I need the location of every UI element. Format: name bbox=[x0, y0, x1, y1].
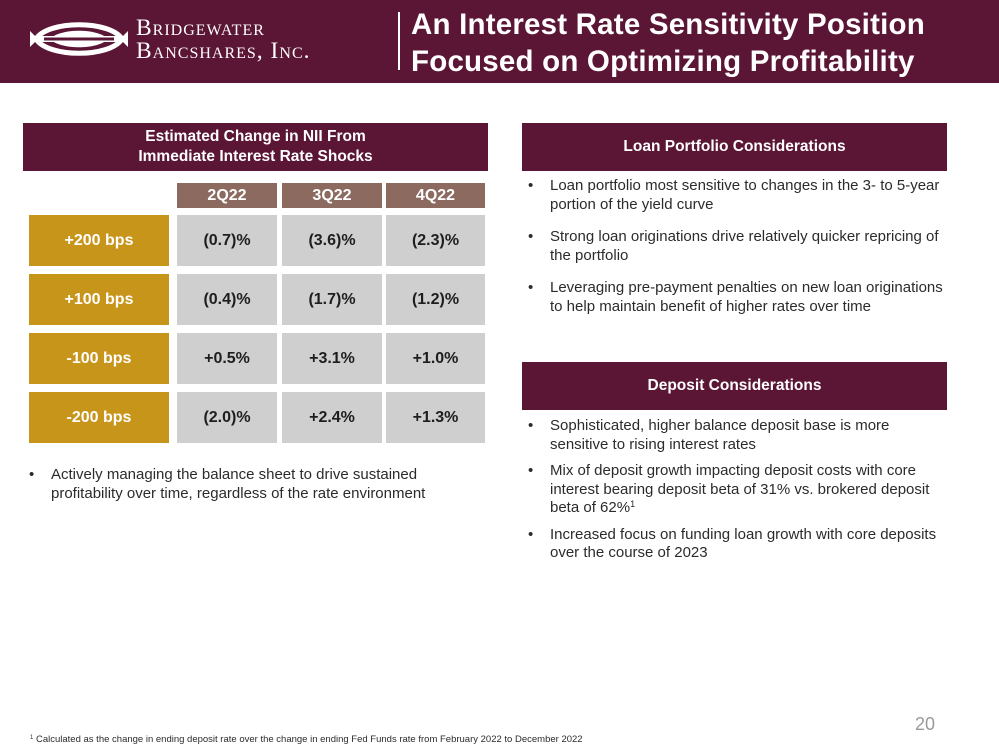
list-item: • Increased focus on funding loan growth … bbox=[522, 526, 947, 563]
bullet-text: Actively managing the balance sheet to d… bbox=[51, 466, 426, 502]
loan-panel-header: Loan Portfolio Considerations bbox=[522, 123, 947, 171]
table-cell: +1.3% bbox=[386, 392, 485, 443]
table-cell: (2.3)% bbox=[386, 215, 485, 266]
nii-header-line-2: Immediate Interest Rate Shocks bbox=[138, 148, 373, 165]
bullet-dot-icon: • bbox=[528, 177, 534, 194]
column-header-3q22: 3Q22 bbox=[282, 183, 382, 208]
header-banner: Bridgewater Bancshares, Inc. An Interest… bbox=[0, 0, 999, 83]
table-cell: (2.0)% bbox=[177, 392, 277, 443]
table-cell: (1.7)% bbox=[282, 274, 382, 325]
bullet-text: Increased focus on funding loan growth w… bbox=[550, 525, 937, 562]
table-cell: (1.2)% bbox=[386, 274, 485, 325]
nii-panel-header: Estimated Change in NII From Immediate I… bbox=[23, 123, 488, 171]
table-cell: +2.4% bbox=[282, 392, 382, 443]
bullet-text: Leveraging pre-payment penalties on new … bbox=[550, 279, 943, 315]
list-item: • Actively managing the balance sheet to … bbox=[23, 466, 473, 503]
list-item: • Strong loan originations drive relative… bbox=[522, 228, 947, 265]
nii-header-line-1: Estimated Change in NII From bbox=[145, 128, 366, 145]
footnote-number: 1 bbox=[30, 735, 34, 741]
deposit-header-label: Deposit Considerations bbox=[647, 377, 822, 394]
deposit-panel-header: Deposit Considerations bbox=[522, 362, 947, 410]
row-label-minus-200: -200 bps bbox=[29, 392, 169, 443]
list-item: • Mix of deposit growth impacting deposit… bbox=[522, 462, 947, 518]
table-cell: +3.1% bbox=[282, 333, 382, 384]
bullet-text: Mix of deposit growth impacting deposit … bbox=[550, 462, 930, 516]
bullet-dot-icon: • bbox=[528, 417, 534, 434]
column-header-2q22: 2Q22 bbox=[177, 183, 277, 208]
bullet-dot-icon: • bbox=[29, 466, 35, 483]
bullet-text: Loan portfolio most sensitive to changes… bbox=[550, 177, 940, 213]
page-title: An Interest Rate Sensitivity Position Fo… bbox=[411, 6, 925, 80]
table-cell: +1.0% bbox=[386, 333, 485, 384]
page-title-line-1: An Interest Rate Sensitivity Position bbox=[411, 8, 925, 41]
page-title-line-2: Focused on Optimizing Profitability bbox=[411, 45, 915, 78]
loan-bullet-list: • Loan portfolio most sensitive to change… bbox=[522, 177, 947, 316]
company-logo-text: Bridgewater Bancshares, Inc. bbox=[136, 15, 311, 64]
row-label-minus-100: -100 bps bbox=[29, 333, 169, 384]
bullet-dot-icon: • bbox=[528, 525, 534, 543]
page-number: 20 bbox=[915, 714, 936, 734]
list-item: • Sophisticated, higher balance deposit b… bbox=[522, 417, 947, 454]
table-cell: (0.7)% bbox=[177, 215, 277, 266]
list-item: • Leveraging pre-payment penalties on new… bbox=[522, 279, 947, 316]
bullet-dot-icon: • bbox=[528, 462, 534, 479]
footnote: 1 Calculated as the change in ending dep… bbox=[30, 734, 583, 745]
deposit-bullet-list: • Sophisticated, higher balance deposit b… bbox=[522, 417, 947, 563]
table-cell: (0.4)% bbox=[177, 274, 277, 325]
table-cell: +0.5% bbox=[177, 333, 277, 384]
footnote-text: Calculated as the change in ending depos… bbox=[35, 734, 583, 745]
header-divider bbox=[398, 12, 400, 70]
row-label-plus-200: +200 bps bbox=[29, 215, 169, 266]
bullet-text: Strong loan originations drive relativel… bbox=[550, 228, 939, 264]
logo-line-1: Bridgewater bbox=[136, 15, 265, 41]
logo-line-2: Bancshares, Inc. bbox=[136, 38, 311, 64]
list-item: • Loan portfolio most sensitive to change… bbox=[522, 177, 947, 214]
loan-header-label: Loan Portfolio Considerations bbox=[623, 138, 846, 155]
bullet-text: Sophisticated, higher balance deposit ba… bbox=[550, 417, 890, 453]
bullet-dot-icon: • bbox=[528, 228, 534, 245]
table-cell: (3.6)% bbox=[282, 215, 382, 266]
row-label-plus-100: +100 bps bbox=[29, 274, 169, 325]
bullet-dot-icon: • bbox=[528, 279, 534, 296]
column-header-4q22: 4Q22 bbox=[386, 183, 485, 208]
bridgewater-logo-icon bbox=[30, 22, 128, 56]
nii-bullet-list: • Actively managing the balance sheet to … bbox=[23, 466, 473, 503]
footnote-marker: 1 bbox=[630, 499, 636, 509]
